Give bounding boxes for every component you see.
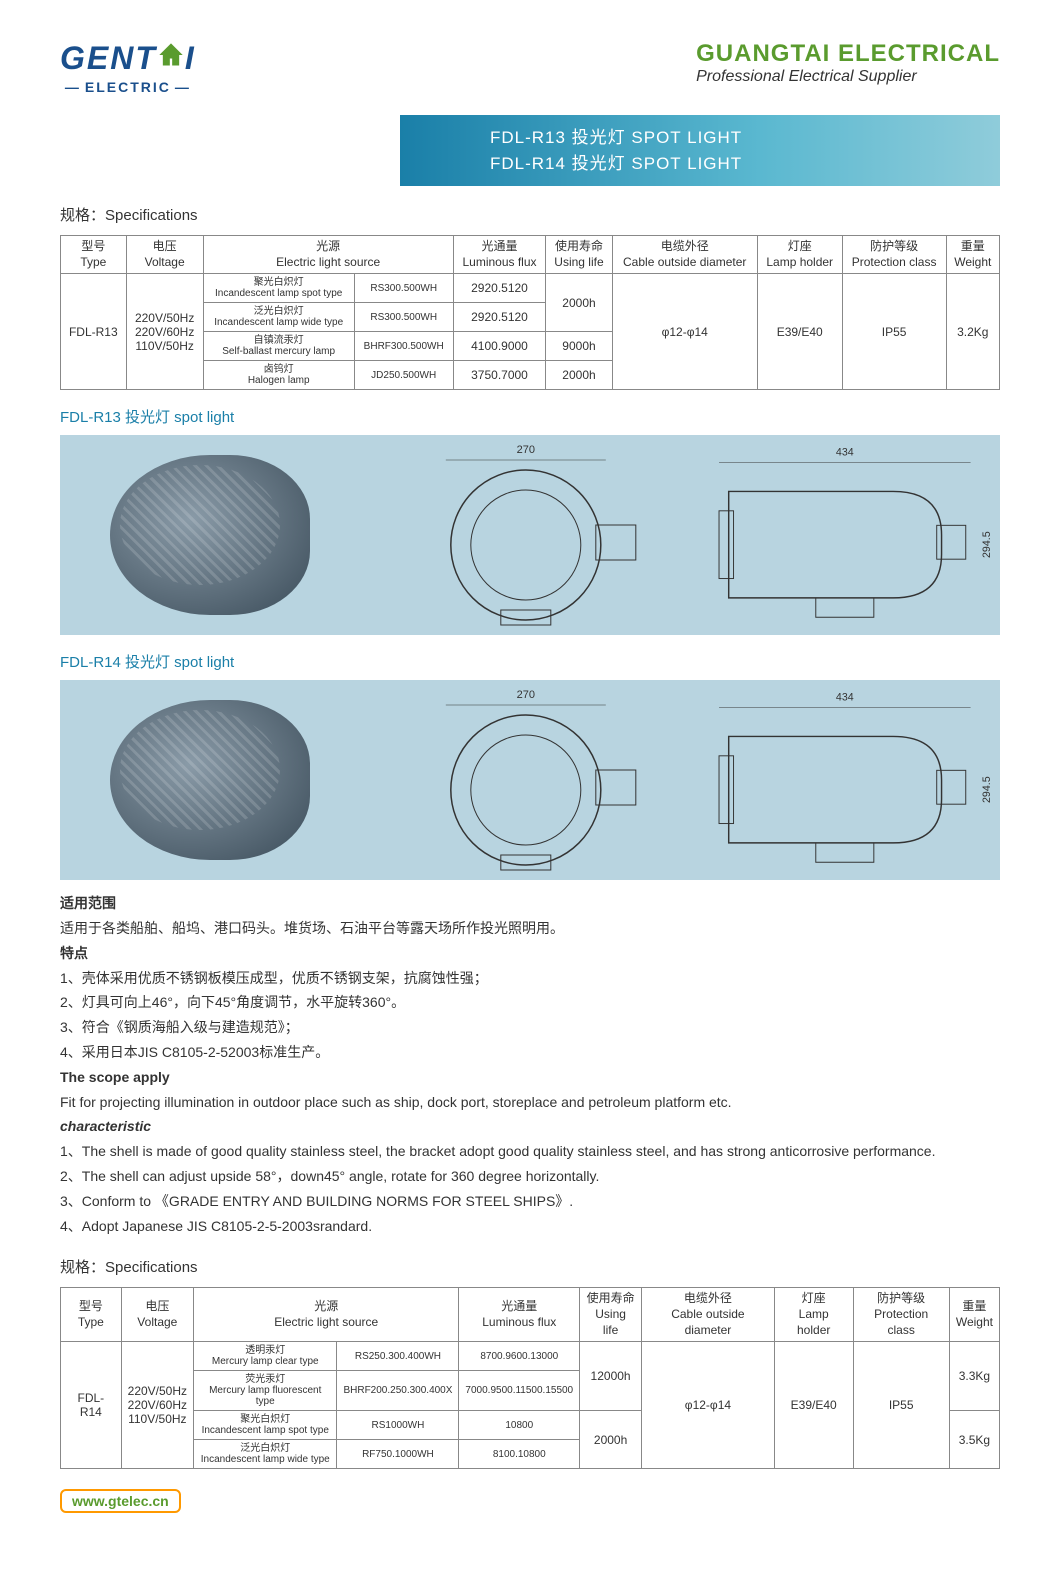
table-header: 使用寿命Using life xyxy=(580,1288,642,1342)
table-header: 重量Weight xyxy=(949,1288,999,1342)
table-row: FDL-R14220V/50Hz220V/60Hz110V/50Hz透明汞灯Me… xyxy=(61,1342,1000,1371)
svg-text:294.5: 294.5 xyxy=(981,776,993,803)
tech-drawing-r13-side: 434 294.5 xyxy=(690,435,1000,635)
company-name: GUANGTAI ELECTRICAL xyxy=(696,40,1000,68)
description-section: 适用范围 适用于各类船舶、船坞、港口码头。堆货场、石油平台等露天场所作投光照明用… xyxy=(60,892,1000,1238)
svg-text:434: 434 xyxy=(836,447,854,459)
feature-item: 2、灯具可向上46°，向下45°角度调节，水平旋转360°。 xyxy=(60,991,1000,1015)
table-header: 型号Type xyxy=(61,1288,122,1342)
product-photo-r13 xyxy=(60,435,361,635)
tech-drawing-r14-side: 434 294.5 xyxy=(690,680,1000,880)
banner-line1: FDL-R13 投光灯 SPOT LIGHT xyxy=(490,125,980,151)
company-tagline: Professional Electrical Supplier xyxy=(696,68,1000,86)
spec-title-1: 规格：Specifications xyxy=(60,204,1000,225)
spec-table-r14: 型号Type电压Voltage光源Electric light source光通… xyxy=(60,1287,1000,1469)
char-item: 2、The shell can adjust upside 58°，down45… xyxy=(60,1165,1000,1189)
table-header: 电压Voltage xyxy=(126,236,203,274)
table-row: FDL-R13220V/50Hz220V/60Hz110V/50Hz聚光白炽灯I… xyxy=(61,274,1000,303)
footer-url[interactable]: www.gtelec.cn xyxy=(60,1489,181,1513)
product-photo-r14 xyxy=(60,680,361,880)
char-item: 4、Adopt Japanese JIS C8105-2-5-2003srand… xyxy=(60,1215,1000,1239)
char-item: 1、The shell is made of good quality stai… xyxy=(60,1140,1000,1164)
table-header: 防护等级Protection class xyxy=(842,236,946,274)
table-header: 重量Weight xyxy=(946,236,999,274)
table-header: 光通量Luminous flux xyxy=(459,1288,580,1342)
header: GENT I ELECTRIC GUANGTAI ELECTRICAL Profe… xyxy=(60,40,1000,95)
house-icon xyxy=(157,40,185,68)
svg-text:270: 270 xyxy=(516,444,534,456)
diagram-row-r13: 270 434 294.5 xyxy=(60,435,1000,635)
product-title-r14: FDL-R14 投光灯 spot light xyxy=(60,651,1000,672)
feature-item: 3、符合《钢质海船入级与建造规范》； xyxy=(60,1016,1000,1040)
logo: GENT I ELECTRIC xyxy=(60,40,196,95)
table-header: 光源Electric light source xyxy=(194,1288,459,1342)
scope-cn-title: 适用范围 xyxy=(60,892,1000,916)
svg-text:294.5: 294.5 xyxy=(981,531,993,558)
table-header: 防护等级Protection class xyxy=(853,1288,949,1342)
feature-item: 4、采用日本JIS C8105-2-52003标准生产。 xyxy=(60,1041,1000,1065)
feature-item: 1、壳体采用优质不锈钢板模压成型，优质不锈钢支架，抗腐蚀性强； xyxy=(60,967,1000,991)
title-banner: FDL-R13 投光灯 SPOT LIGHT FDL-R14 投光灯 SPOT … xyxy=(400,115,1000,186)
spec-title-2: 规格：Specifications xyxy=(60,1256,1000,1277)
table-header: 电缆外径Cable outside diameter xyxy=(612,236,757,274)
table-header: 灯座Lamp holder xyxy=(774,1288,853,1342)
scope-en-title: The scope apply xyxy=(60,1066,1000,1090)
diagram-row-r14: 270 434 294.5 xyxy=(60,680,1000,880)
banner-line2: FDL-R14 投光灯 SPOT LIGHT xyxy=(490,151,980,177)
scope-en: Fit for projecting illumination in outdo… xyxy=(60,1091,1000,1115)
char-item: 3、Conform to 《GRADE ENTRY AND BUILDING N… xyxy=(60,1190,1000,1214)
table-header: 光源Electric light source xyxy=(203,236,453,274)
table-header: 光通量Luminous flux xyxy=(453,236,546,274)
svg-text:270: 270 xyxy=(516,689,534,701)
table-header: 型号Type xyxy=(61,236,127,274)
company-block: GUANGTAI ELECTRICAL Professional Electri… xyxy=(696,40,1000,86)
logo-text2: I xyxy=(185,40,196,76)
table-header: 电压Voltage xyxy=(121,1288,193,1342)
table-header: 灯座Lamp holder xyxy=(757,236,842,274)
tech-drawing-r13-front: 270 xyxy=(371,435,681,635)
table-header: 使用寿命Using life xyxy=(546,236,612,274)
scope-cn: 适用于各类船舶、船坞、港口码头。堆货场、石油平台等露天场所作投光照明用。 xyxy=(60,917,1000,941)
logo-text1: GENT xyxy=(60,40,157,76)
tech-drawing-r14-front: 270 xyxy=(371,680,681,880)
logo-sub: ELECTRIC xyxy=(61,79,195,95)
spec-table-r13: 型号Type电压Voltage光源Electric light source光通… xyxy=(60,235,1000,390)
svg-text:434: 434 xyxy=(836,692,854,704)
char-title: characteristic xyxy=(60,1115,1000,1139)
table-header: 电缆外径Cable outside diameter xyxy=(642,1288,775,1342)
feat-cn-title: 特点 xyxy=(60,942,1000,966)
product-title-r13: FDL-R13 投光灯 spot light xyxy=(60,406,1000,427)
